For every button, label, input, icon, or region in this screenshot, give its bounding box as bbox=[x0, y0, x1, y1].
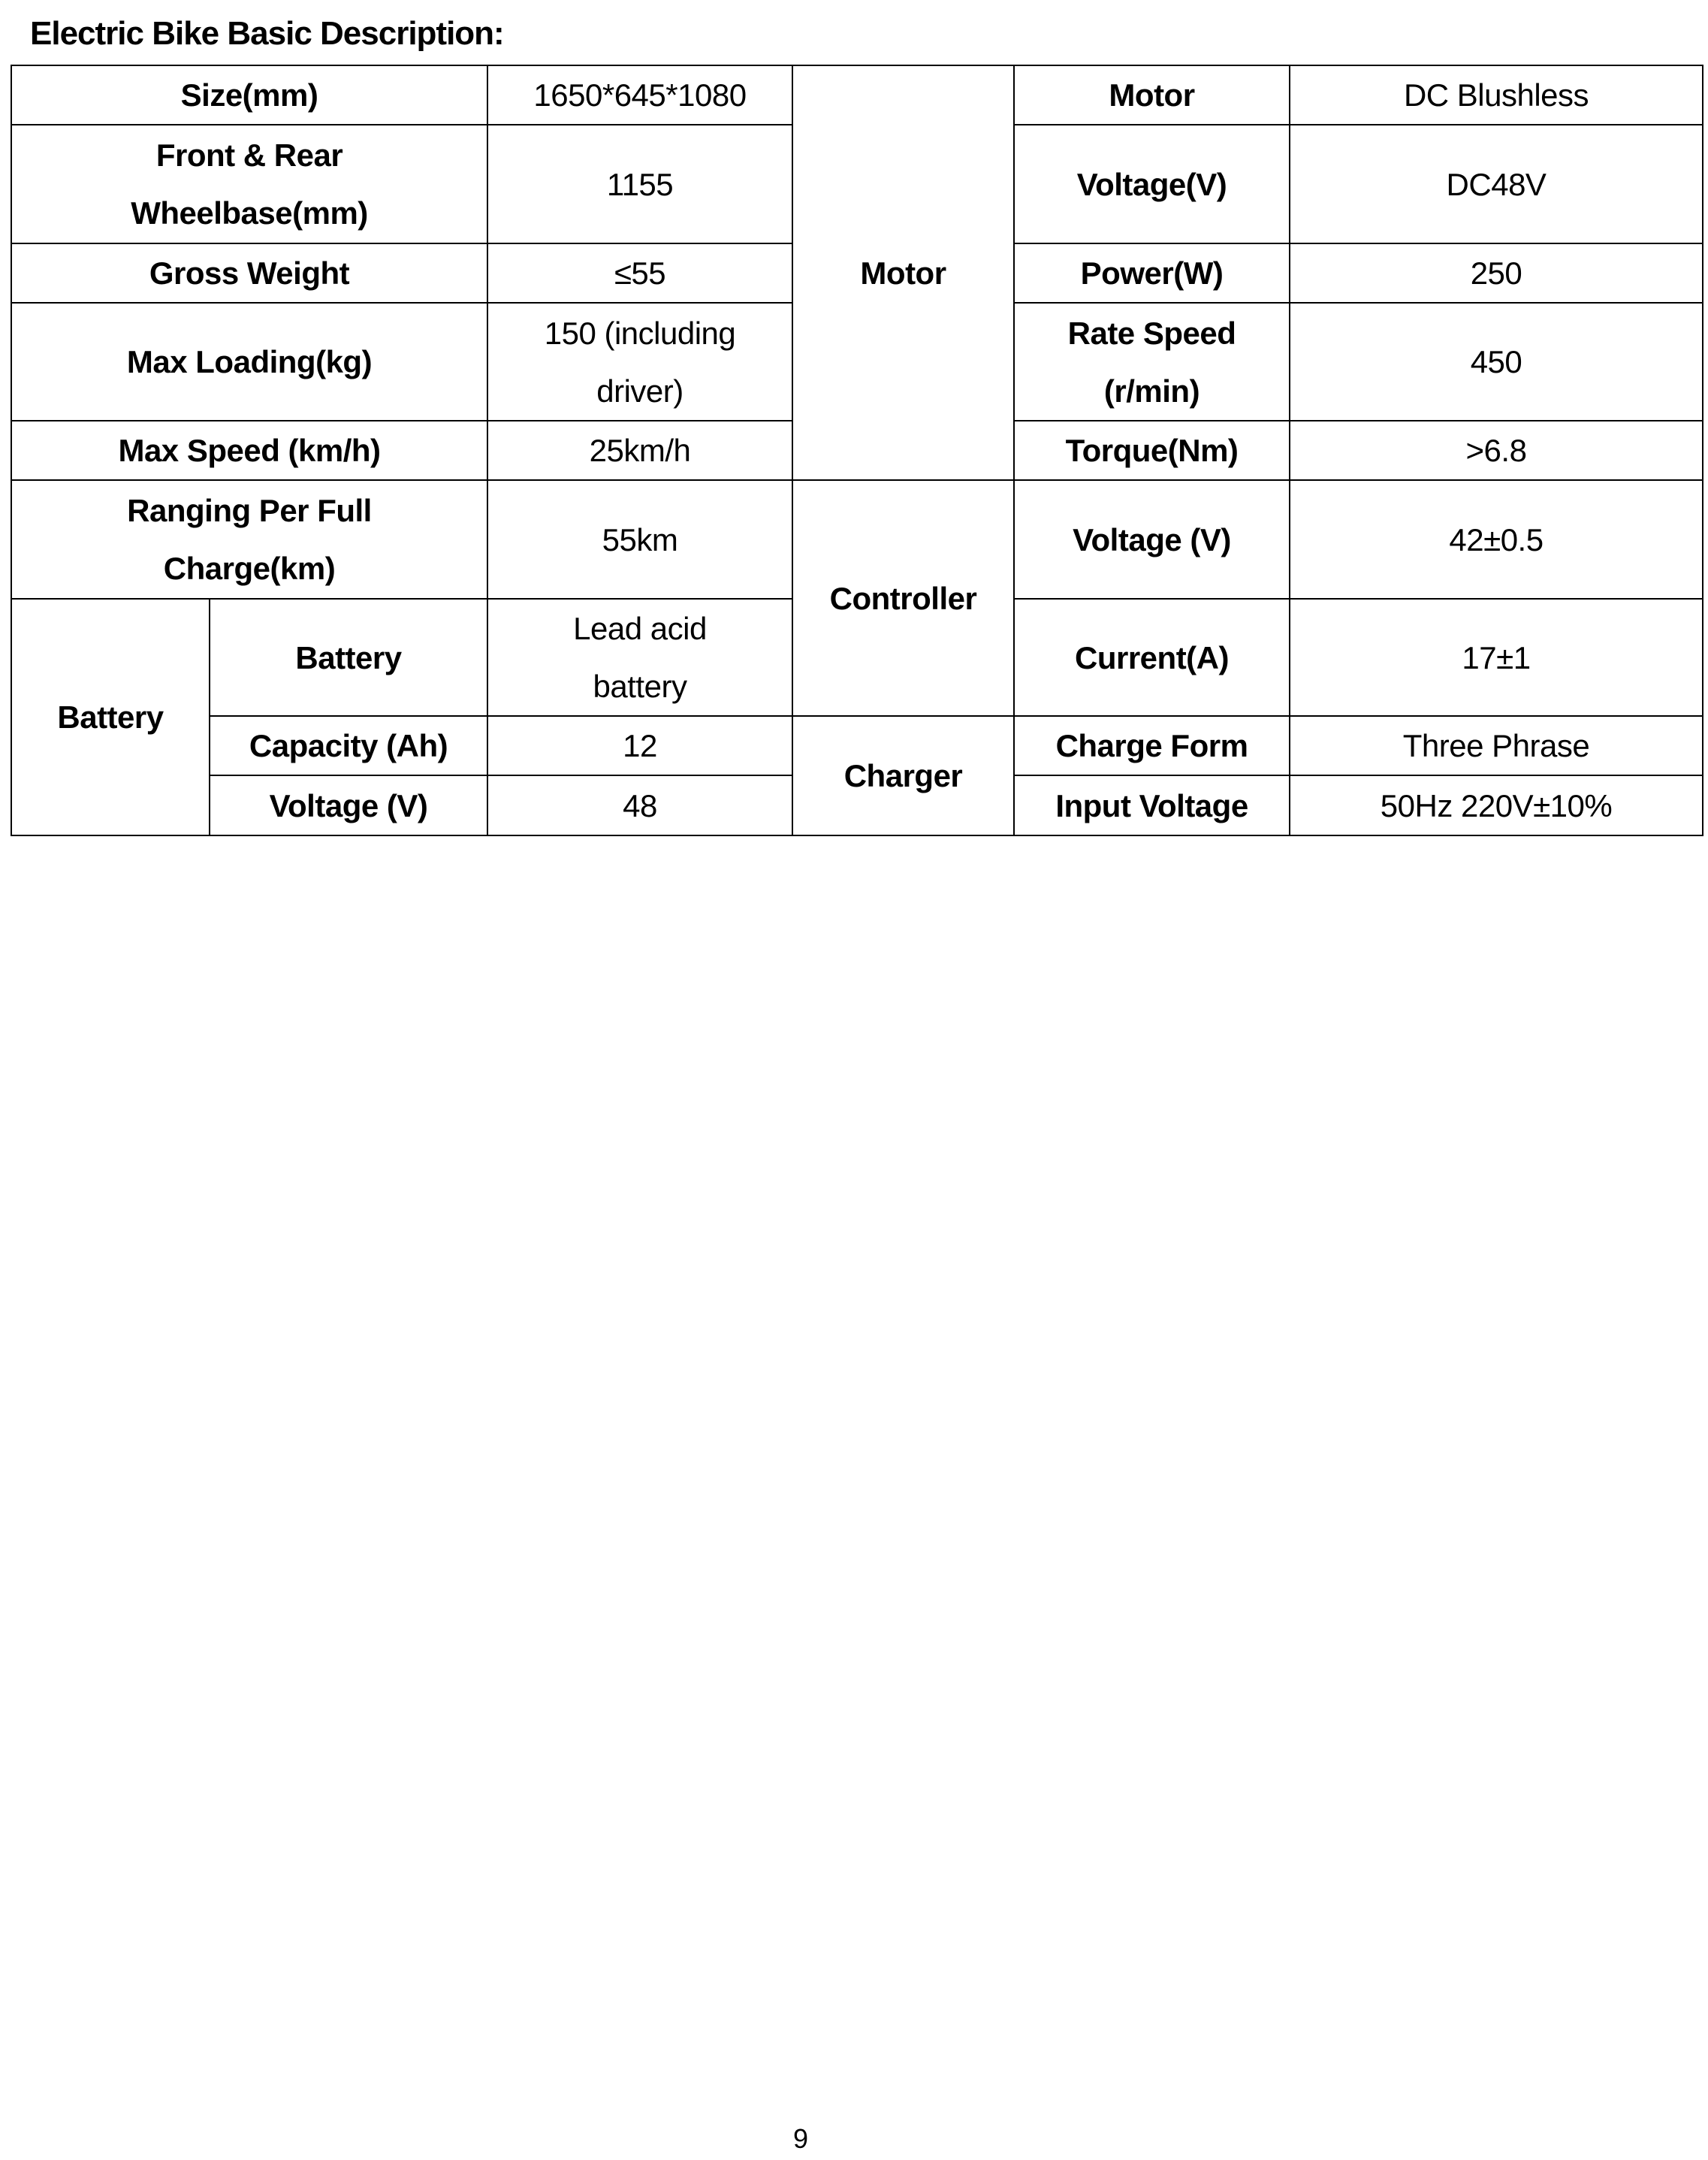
charge-form-value: Three Phrase bbox=[1289, 715, 1703, 776]
motor-group: Motor bbox=[792, 65, 1015, 481]
current-value: 17±1 bbox=[1289, 598, 1703, 717]
spec-table: Size(mm) 1650*645*1080 Motor Motor DC Bl… bbox=[11, 65, 1703, 836]
charger-group: Charger bbox=[792, 715, 1015, 836]
table-row: Max Speed (km/h) 25km/h Torque(Nm) >6.8 bbox=[11, 420, 1703, 481]
rate-speed-value: 450 bbox=[1289, 302, 1703, 421]
capacity-value: 12 bbox=[487, 715, 793, 776]
table-row: Voltage (V) 48 Input Voltage 50Hz 220V±1… bbox=[11, 775, 1703, 836]
input-voltage-label: Input Voltage bbox=[1013, 775, 1290, 836]
size-label: Size(mm) bbox=[11, 65, 488, 125]
controller-voltage-value: 42±0.5 bbox=[1289, 479, 1703, 600]
motor-value: DC Blushless bbox=[1289, 65, 1703, 125]
motor-label: Motor bbox=[1013, 65, 1290, 125]
torque-label: Torque(Nm) bbox=[1013, 420, 1290, 481]
battery-label: Battery bbox=[209, 598, 488, 717]
capacity-label: Capacity (Ah) bbox=[209, 715, 488, 776]
table-row: Max Loading(kg) 150 (including driver) R… bbox=[11, 302, 1703, 421]
max-speed-value: 25km/h bbox=[487, 420, 793, 481]
weight-value: ≤55 bbox=[487, 243, 793, 304]
controller-group: Controller bbox=[792, 479, 1015, 717]
controller-voltage-label: Voltage (V) bbox=[1013, 479, 1290, 600]
current-label: Current(A) bbox=[1013, 598, 1290, 717]
range-value: 55km bbox=[487, 479, 793, 600]
charge-form-label: Charge Form bbox=[1013, 715, 1290, 776]
rate-speed-label: Rate Speed (r/min) bbox=[1013, 302, 1290, 421]
max-speed-label: Max Speed (km/h) bbox=[11, 420, 488, 481]
table-row: Battery Battery Lead acid battery Curren… bbox=[11, 598, 1703, 836]
battery-voltage-value: 48 bbox=[487, 775, 793, 836]
power-value: 250 bbox=[1289, 243, 1703, 304]
torque-value: >6.8 bbox=[1289, 420, 1703, 481]
table-row: Gross Weight ≤55 Power(W) 250 bbox=[11, 243, 1703, 304]
motor-voltage-label: Voltage(V) bbox=[1013, 124, 1290, 244]
table-row: Front & Rear Wheelbase(mm) 1155 Voltage(… bbox=[11, 124, 1703, 244]
battery-value: Lead acid battery bbox=[487, 598, 793, 717]
power-label: Power(W) bbox=[1013, 243, 1290, 304]
weight-label: Gross Weight bbox=[11, 243, 488, 304]
table-row: Capacity (Ah) 12 Charger Charge Form Thr… bbox=[11, 715, 1703, 836]
input-voltage-value: 50Hz 220V±10% bbox=[1289, 775, 1703, 836]
battery-group: Battery bbox=[11, 598, 210, 836]
page-number: 9 bbox=[793, 2123, 809, 2154]
battery-voltage-label: Voltage (V) bbox=[209, 775, 488, 836]
wheelbase-label: Front & Rear Wheelbase(mm) bbox=[11, 124, 488, 244]
motor-voltage-value: DC48V bbox=[1289, 124, 1703, 244]
table-row: Size(mm) 1650*645*1080 Motor Motor DC Bl… bbox=[11, 65, 1703, 481]
table-row: Ranging Per Full Charge(km) 55km Control… bbox=[11, 479, 1703, 717]
range-label: Ranging Per Full Charge(km) bbox=[11, 479, 488, 600]
loading-label: Max Loading(kg) bbox=[11, 302, 488, 421]
loading-value: 150 (including driver) bbox=[487, 302, 793, 421]
wheelbase-value: 1155 bbox=[487, 124, 793, 244]
size-value: 1650*645*1080 bbox=[487, 65, 793, 125]
section-title: Electric Bike Basic Description: bbox=[30, 15, 505, 52]
